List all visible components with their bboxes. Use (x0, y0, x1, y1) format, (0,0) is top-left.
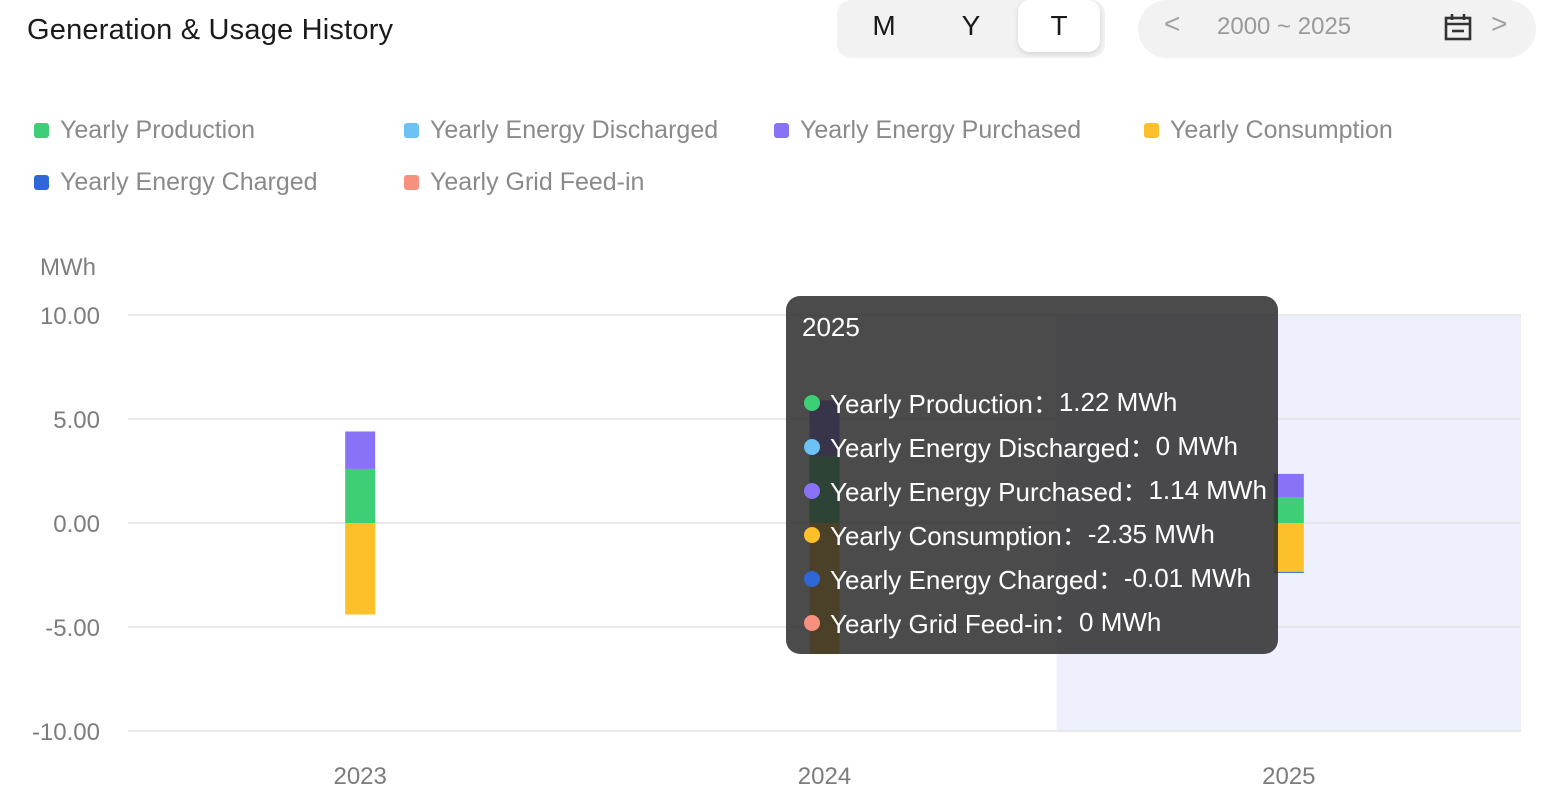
series-dot-icon (804, 526, 820, 543)
legend-swatch (404, 123, 419, 138)
tooltip-row-label: Yearly Energy Purchased： (830, 477, 1149, 507)
tooltip-row: Yearly Energy Discharged： 0 MWh (804, 428, 1238, 465)
y-axis-unit-label: MWh (40, 254, 96, 281)
tooltip-row: Yearly Consumption： -2.35 MWh (804, 516, 1215, 553)
series-dot-icon (804, 438, 820, 455)
tooltip-row-label: Yearly Energy Discharged： (830, 433, 1156, 463)
tooltip-row: Yearly Production： 1.22 MWh (804, 384, 1177, 421)
x-tick-label: 2025 (1262, 763, 1315, 790)
chevron-right-icon[interactable]: > (1491, 8, 1508, 39)
tooltip-row-label: Yearly Grid Feed-in： (830, 609, 1080, 639)
tooltip-row-label: Yearly Energy Charged： (830, 565, 1124, 595)
series-dot-icon (804, 394, 820, 411)
page-title: Generation & Usage History (27, 14, 394, 46)
y-tick-label: 5.00 (53, 407, 100, 434)
legend-label: Yearly Grid Feed-in (430, 168, 645, 196)
legend-item-grid-feed-in[interactable]: Yearly Grid Feed-in (404, 168, 644, 197)
date-range-picker[interactable]: < 2000 ~ 2025 > (1138, 0, 1536, 58)
bar-segment[interactable] (1273, 571, 1304, 573)
tooltip-row-value: -0.01 MWh (1123, 563, 1252, 593)
tooltip-row-label: Yearly Production： (830, 389, 1059, 419)
tooltip-row-value: -2.35 MWh (1087, 519, 1215, 549)
series-dot-icon (804, 482, 820, 499)
tooltip-title: 2025 (802, 312, 860, 342)
y-tick-label: -5.00 (45, 615, 100, 642)
legend-item-production[interactable]: Yearly Production (34, 116, 255, 145)
y-tick-label: 10.00 (40, 303, 100, 330)
date-range-text[interactable]: 2000 ~ 2025 (1217, 13, 1352, 40)
legend-item-energy-charged[interactable]: Yearly Energy Charged (34, 168, 318, 197)
bar-segment[interactable] (345, 523, 376, 615)
legend-label: Yearly Energy Purchased (800, 116, 1082, 144)
calendar-icon[interactable] (1444, 12, 1472, 47)
x-tick-label: 2024 (798, 763, 851, 790)
y-tick-label: 0.00 (53, 511, 100, 538)
tooltip-row-value: 0 MWh (1155, 431, 1238, 461)
legend-swatch (34, 175, 49, 190)
bar-segment[interactable] (1273, 523, 1304, 572)
legend-label: Yearly Production (60, 116, 256, 144)
tab-month[interactable]: M (872, 10, 896, 41)
tooltip-row: Yearly Energy Purchased： 1.14 MWh (804, 472, 1267, 509)
tooltip-row-value: 0 MWh (1079, 607, 1162, 637)
tooltip-row-value: 1.22 MWh (1058, 387, 1178, 417)
legend-label: Yearly Energy Charged (60, 168, 318, 196)
tab-year[interactable]: Y (961, 10, 981, 41)
chevron-left-icon[interactable]: < (1164, 8, 1181, 39)
tooltip-row: Yearly Energy Charged： -0.01 MWh (804, 560, 1251, 597)
chart-tooltip: 2025 Yearly Production： 1.22 MWh Yearly … (786, 296, 1278, 654)
period-selector: M Y T (837, 0, 1105, 58)
tab-total[interactable]: T (1018, 0, 1100, 52)
legend-swatch (404, 175, 419, 190)
legend-label: Yearly Consumption (1170, 116, 1393, 144)
tooltip-row-label: Yearly Consumption： (830, 521, 1088, 551)
legend-swatch (1144, 123, 1159, 138)
bar-segment[interactable] (1273, 473, 1304, 498)
y-tick-label: -10.00 (32, 719, 100, 746)
tooltip-row-value: 1.14 MWh (1148, 475, 1267, 505)
legend-swatch (774, 123, 789, 138)
series-dot-icon (804, 570, 820, 587)
bar-segment[interactable] (1273, 497, 1304, 523)
series-dot-icon (804, 614, 820, 631)
x-tick-label: 2023 (333, 763, 386, 790)
bar-segment[interactable] (345, 431, 376, 469)
legend-swatch (34, 123, 49, 138)
legend-item-energy-discharged[interactable]: Yearly Energy Discharged (404, 116, 718, 145)
legend-item-energy-purchased[interactable]: Yearly Energy Purchased (774, 116, 1081, 145)
legend-item-consumption[interactable]: Yearly Consumption (1144, 116, 1393, 145)
tooltip-row: Yearly Grid Feed-in： 0 MWh (804, 604, 1161, 641)
bar-segment[interactable] (345, 468, 376, 523)
legend-label: Yearly Energy Discharged (430, 116, 719, 144)
